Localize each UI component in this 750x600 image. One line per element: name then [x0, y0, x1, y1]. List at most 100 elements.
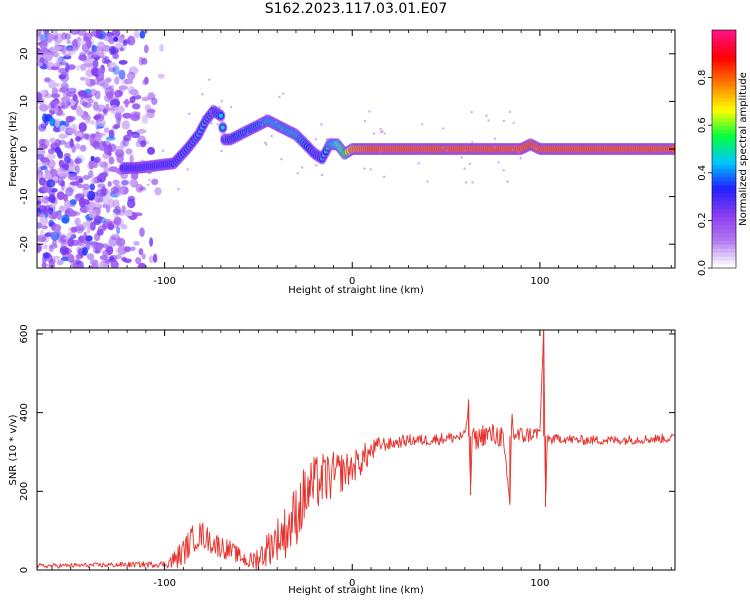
heatmap-speck: [512, 121, 515, 125]
colorbar-segment: [712, 49, 736, 55]
heatmap-noise-cell: [74, 157, 82, 164]
heatmap-noise-cell: [100, 82, 110, 87]
heatmap-noise-cell: [81, 221, 87, 230]
heatmap-noise-cell: [82, 175, 91, 180]
heatmap-speck: [493, 137, 497, 140]
heatmap-noise-cell: [41, 263, 48, 268]
colorbar-segment: [712, 65, 736, 71]
heatmap-noise-cell: [39, 103, 49, 112]
heatmap-noise-cell: [149, 237, 154, 247]
heatmap-speck: [519, 157, 522, 160]
colorbar-segment: [712, 236, 736, 241]
heatmap-speck: [216, 123, 219, 126]
heatmap-noise-cell: [134, 30, 140, 39]
heatmap-noise-cell: [82, 115, 88, 121]
heatmap-noise-cell: [118, 69, 126, 80]
heatmap-speck: [426, 180, 429, 183]
colorbar-segment: [712, 208, 736, 214]
heatmap-noise-cell: [60, 96, 71, 103]
heatmap-noise-cell: [122, 136, 130, 147]
heatmap-speck: [334, 145, 337, 148]
heatmap-noise-cell: [90, 133, 97, 140]
heatmap-speck: [508, 110, 512, 114]
heatmap-speck: [460, 156, 463, 159]
heatmap-noise-cell: [118, 60, 128, 65]
heatmap-noise-cell: [111, 30, 121, 38]
colorbar-segment: [712, 260, 736, 265]
heatmap-noise-cell: [84, 95, 92, 101]
heatmap-x-tick-label: 0: [349, 276, 355, 287]
heatmap-noise-cell: [37, 30, 42, 36]
snr-lines: [37, 330, 675, 570]
heatmap-noise-cell: [116, 117, 121, 126]
heatmap-noise-cell: [112, 125, 118, 130]
heatmap-noise-cell: [77, 38, 85, 47]
heatmap-noise-cell: [95, 132, 102, 142]
heatmap-noise-cell: [89, 88, 97, 97]
colorbar-segment: [712, 57, 736, 63]
heatmap-noise-cell: [116, 237, 126, 247]
heatmap-x-tick-label: -100: [153, 276, 176, 287]
heatmap-noise-cell: [59, 139, 66, 145]
colorbar-segment: [712, 105, 736, 110]
colorbar-segment: [712, 196, 736, 202]
heatmap-noise-cell: [90, 241, 98, 249]
heatmap-speck: [442, 127, 445, 130]
heatmap-y-tick-label: -10: [19, 188, 30, 204]
heatmap-noise-cell: [112, 53, 119, 60]
heatmap-noise-cell: [66, 39, 71, 45]
heatmap-y-tick-label: 10: [19, 95, 30, 108]
heatmap-speck: [471, 181, 474, 184]
heatmap-noise-cell: [109, 104, 119, 115]
heatmap-noise-cell: [46, 179, 56, 188]
heatmap-noise-cell: [52, 52, 60, 57]
heatmap-y-tick-label: 20: [19, 47, 30, 60]
heatmap-noise-cell: [131, 90, 140, 97]
colorbar-segment: [712, 30, 736, 35]
heatmap-noise-cell: [88, 170, 94, 179]
heatmap-speck: [280, 158, 283, 161]
snr-y-tick-label: 600: [19, 324, 30, 343]
heatmap-noise-cell: [102, 109, 108, 114]
heatmap-noise-cell: [113, 36, 119, 42]
heatmap-noise-cell: [105, 204, 111, 213]
heatmap-noise-cell: [103, 37, 114, 42]
colorbar-segment: [712, 184, 736, 190]
heatmap-noise-cell: [141, 253, 146, 260]
heatmap-noise-cell: [48, 261, 55, 268]
heatmap-speck: [320, 173, 324, 177]
heatmap-noise-cell: [91, 176, 98, 185]
heatmap-noise-cell: [103, 127, 110, 134]
heatmap-speck: [363, 119, 367, 123]
heatmap-speck: [315, 164, 318, 167]
heatmap-noise-cell: [110, 260, 119, 268]
colorbar-segment: [712, 93, 736, 99]
heatmap-noise-cell: [61, 172, 70, 177]
heatmap-noise-cell: [41, 195, 50, 204]
heatmap-noise-cell: [97, 225, 107, 232]
heatmap-noise-cell: [42, 252, 51, 259]
heatmap-noise-cell: [94, 216, 104, 221]
heatmap-noise-cell: [67, 50, 76, 55]
heatmap-speck: [148, 178, 151, 182]
heatmap-speck: [201, 93, 204, 96]
heatmap-speck: [517, 152, 520, 155]
heatmap-speck: [296, 172, 299, 175]
heatmap-speck: [146, 183, 150, 187]
heatmap-noise-cell: [65, 115, 74, 123]
heatmap-noise-cell: [43, 30, 49, 35]
colorbar-segment: [712, 228, 736, 233]
snr-x-axis-label: Height of straight line (km): [288, 585, 424, 596]
heatmap-noise-cell: [43, 51, 53, 62]
heatmap-speck: [506, 180, 509, 183]
colorbar-segment: [712, 180, 736, 186]
heatmap-noise-cell: [41, 225, 48, 230]
heatmap-speck: [218, 105, 221, 109]
heatmap-speck: [222, 136, 226, 139]
heatmap-noise-cell: [113, 145, 124, 153]
heatmap-noise-cell: [109, 45, 117, 56]
heatmap-noise-cell: [97, 41, 106, 52]
heatmap-noise-cell: [92, 101, 99, 111]
heatmap-x-axis-label: Height of straight line (km): [288, 285, 424, 296]
heatmap-noise-cell: [85, 235, 93, 242]
